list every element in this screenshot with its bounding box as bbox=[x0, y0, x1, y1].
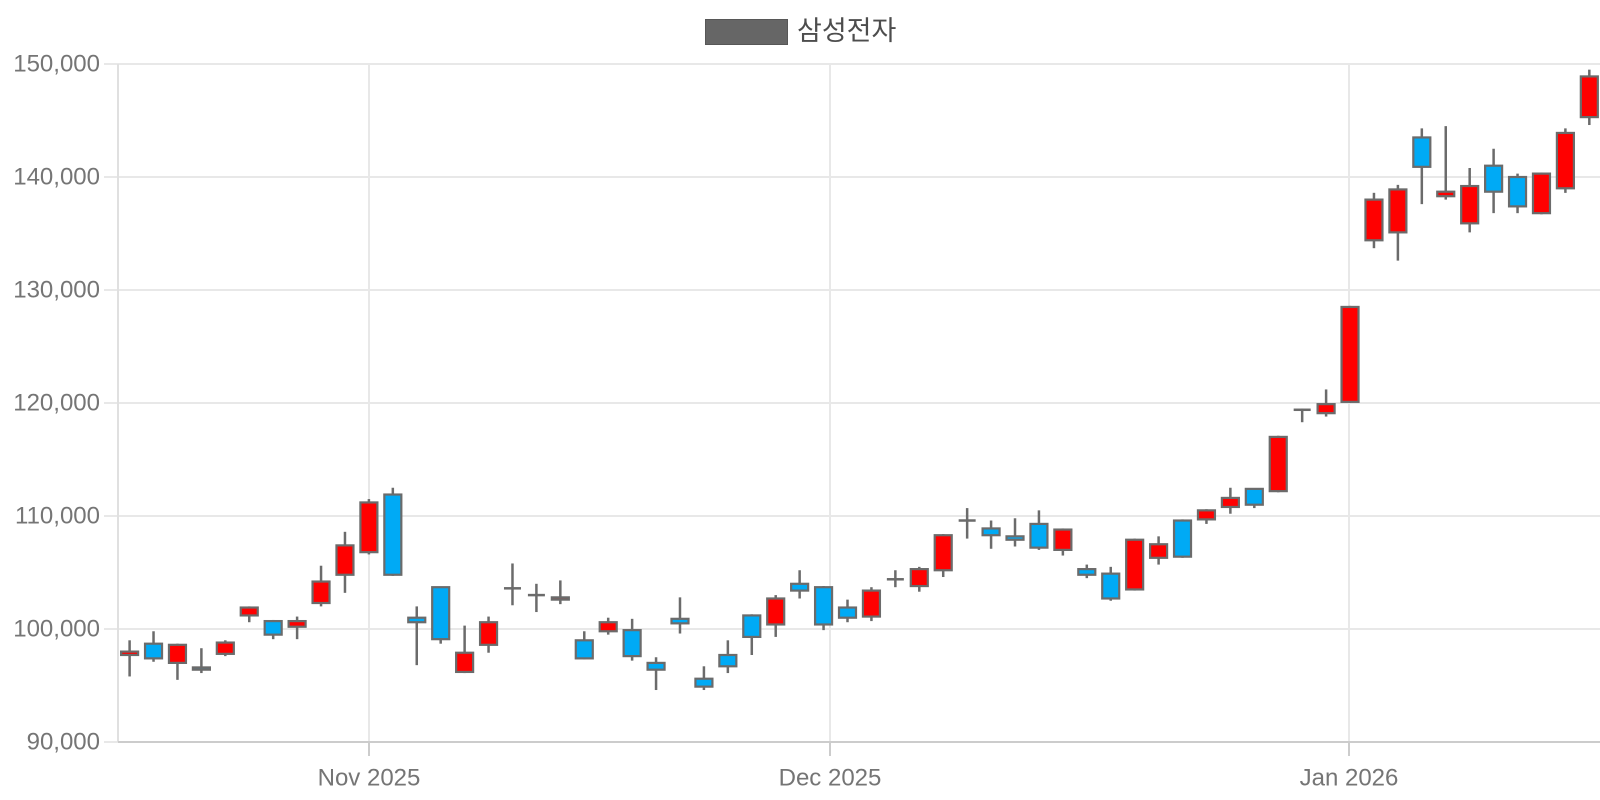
svg-text:100,000: 100,000 bbox=[13, 616, 100, 643]
legend-item-samsung[interactable]: 삼성전자 bbox=[705, 18, 896, 45]
svg-text:90,000: 90,000 bbox=[27, 729, 100, 756]
svg-text:110,000: 110,000 bbox=[15, 503, 100, 530]
svg-text:Jan 2026: Jan 2026 bbox=[1300, 765, 1399, 792]
svg-text:120,000: 120,000 bbox=[13, 390, 100, 417]
legend-label: 삼성전자 bbox=[797, 16, 897, 46]
svg-text:Dec 2025: Dec 2025 bbox=[779, 765, 882, 792]
svg-text:130,000: 130,000 bbox=[13, 277, 100, 304]
svg-text:140,000: 140,000 bbox=[13, 164, 100, 191]
legend-swatch-icon bbox=[705, 18, 788, 45]
svg-text:150,000: 150,000 bbox=[13, 51, 100, 78]
svg-text:Nov 2025: Nov 2025 bbox=[318, 765, 421, 792]
